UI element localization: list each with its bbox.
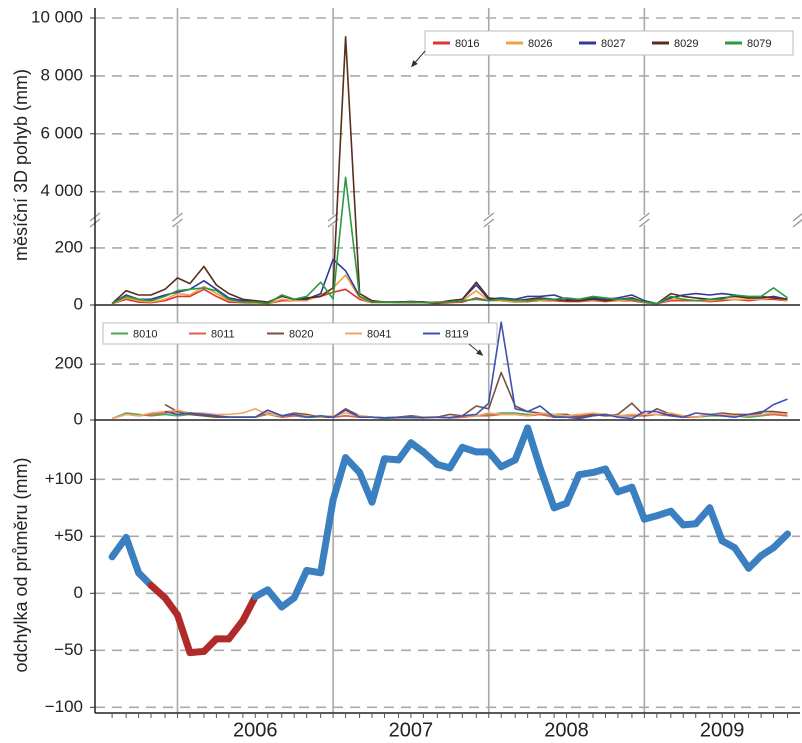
y-tick-label: 200 [55, 354, 83, 373]
line-segment [394, 439, 415, 464]
line-segment [239, 593, 259, 625]
legend-label: 8010 [133, 328, 157, 340]
line-segment [706, 504, 726, 545]
axis-break-gap [328, 215, 339, 225]
legend-label: 8119 [445, 328, 469, 340]
legend-label: 8029 [674, 38, 698, 50]
series-line [111, 36, 788, 305]
axis-break [792, 212, 802, 222]
x-tick-label: 2007 [389, 719, 434, 741]
x-tick-label: 2006 [233, 719, 278, 741]
y-tick-label: 0 [74, 294, 83, 313]
axis-break-gap [483, 215, 494, 225]
line-segment [173, 611, 194, 657]
legend-arrow [411, 50, 426, 68]
y-tick-label: 200 [55, 237, 83, 256]
line-segment [628, 483, 648, 523]
line-segment [290, 566, 311, 602]
line-segment [317, 496, 337, 577]
line-segment [731, 544, 753, 572]
line-segment [536, 464, 558, 512]
series-line [164, 321, 788, 420]
legend-label: 8027 [601, 38, 625, 50]
axis-break-gap [639, 215, 650, 225]
line-segment [446, 443, 466, 472]
axis-break [638, 218, 650, 228]
legend-label: 8041 [367, 328, 391, 340]
series-line [111, 176, 788, 305]
line-segment [329, 454, 350, 504]
line-segment [161, 594, 181, 619]
line-segment [225, 617, 247, 643]
legend-label: 8020 [289, 328, 313, 340]
axis-break [483, 218, 495, 228]
y-axis-label: měsíční 3D pohyb (mm) [11, 69, 31, 261]
axis-break [638, 212, 650, 222]
y-tick-label: 4 000 [40, 181, 83, 200]
y-tick-label: −50 [54, 640, 83, 659]
line-segment [368, 455, 388, 506]
line-segment [264, 586, 286, 611]
axis-break-gap [172, 215, 183, 225]
legend-label: 8011 [211, 328, 235, 340]
y-tick-label: 0 [74, 583, 83, 602]
x-tick-label: 2009 [700, 719, 745, 741]
y-tick-label: +100 [45, 469, 83, 488]
x-tick-label: 2008 [544, 719, 589, 741]
axis-break [172, 218, 183, 228]
axis-break [792, 218, 802, 228]
line-segment [563, 471, 583, 507]
y-axis-label: odchylka od průměru (mm) [11, 457, 31, 672]
y-tick-label: −100 [45, 697, 83, 716]
line-segment [511, 424, 532, 464]
legend-label: 8026 [528, 38, 552, 50]
axis-break [483, 212, 495, 222]
legend-label: 8016 [455, 38, 479, 50]
line-segment [601, 465, 622, 496]
axis-break [172, 212, 183, 222]
axis-break-gap [793, 215, 802, 225]
line-segment [122, 533, 143, 577]
y-tick-label: 6 000 [40, 123, 83, 142]
legend-label: 8079 [747, 38, 771, 50]
line-segment [524, 424, 544, 472]
y-tick-label: +50 [54, 526, 83, 545]
legend-box [102, 322, 498, 345]
line-segment [770, 530, 792, 552]
y-tick-label: 8 000 [40, 65, 83, 84]
y-tick-label: 0 [74, 409, 83, 428]
legend-arrow [468, 343, 484, 356]
y-tick-label: 10 000 [31, 7, 83, 26]
